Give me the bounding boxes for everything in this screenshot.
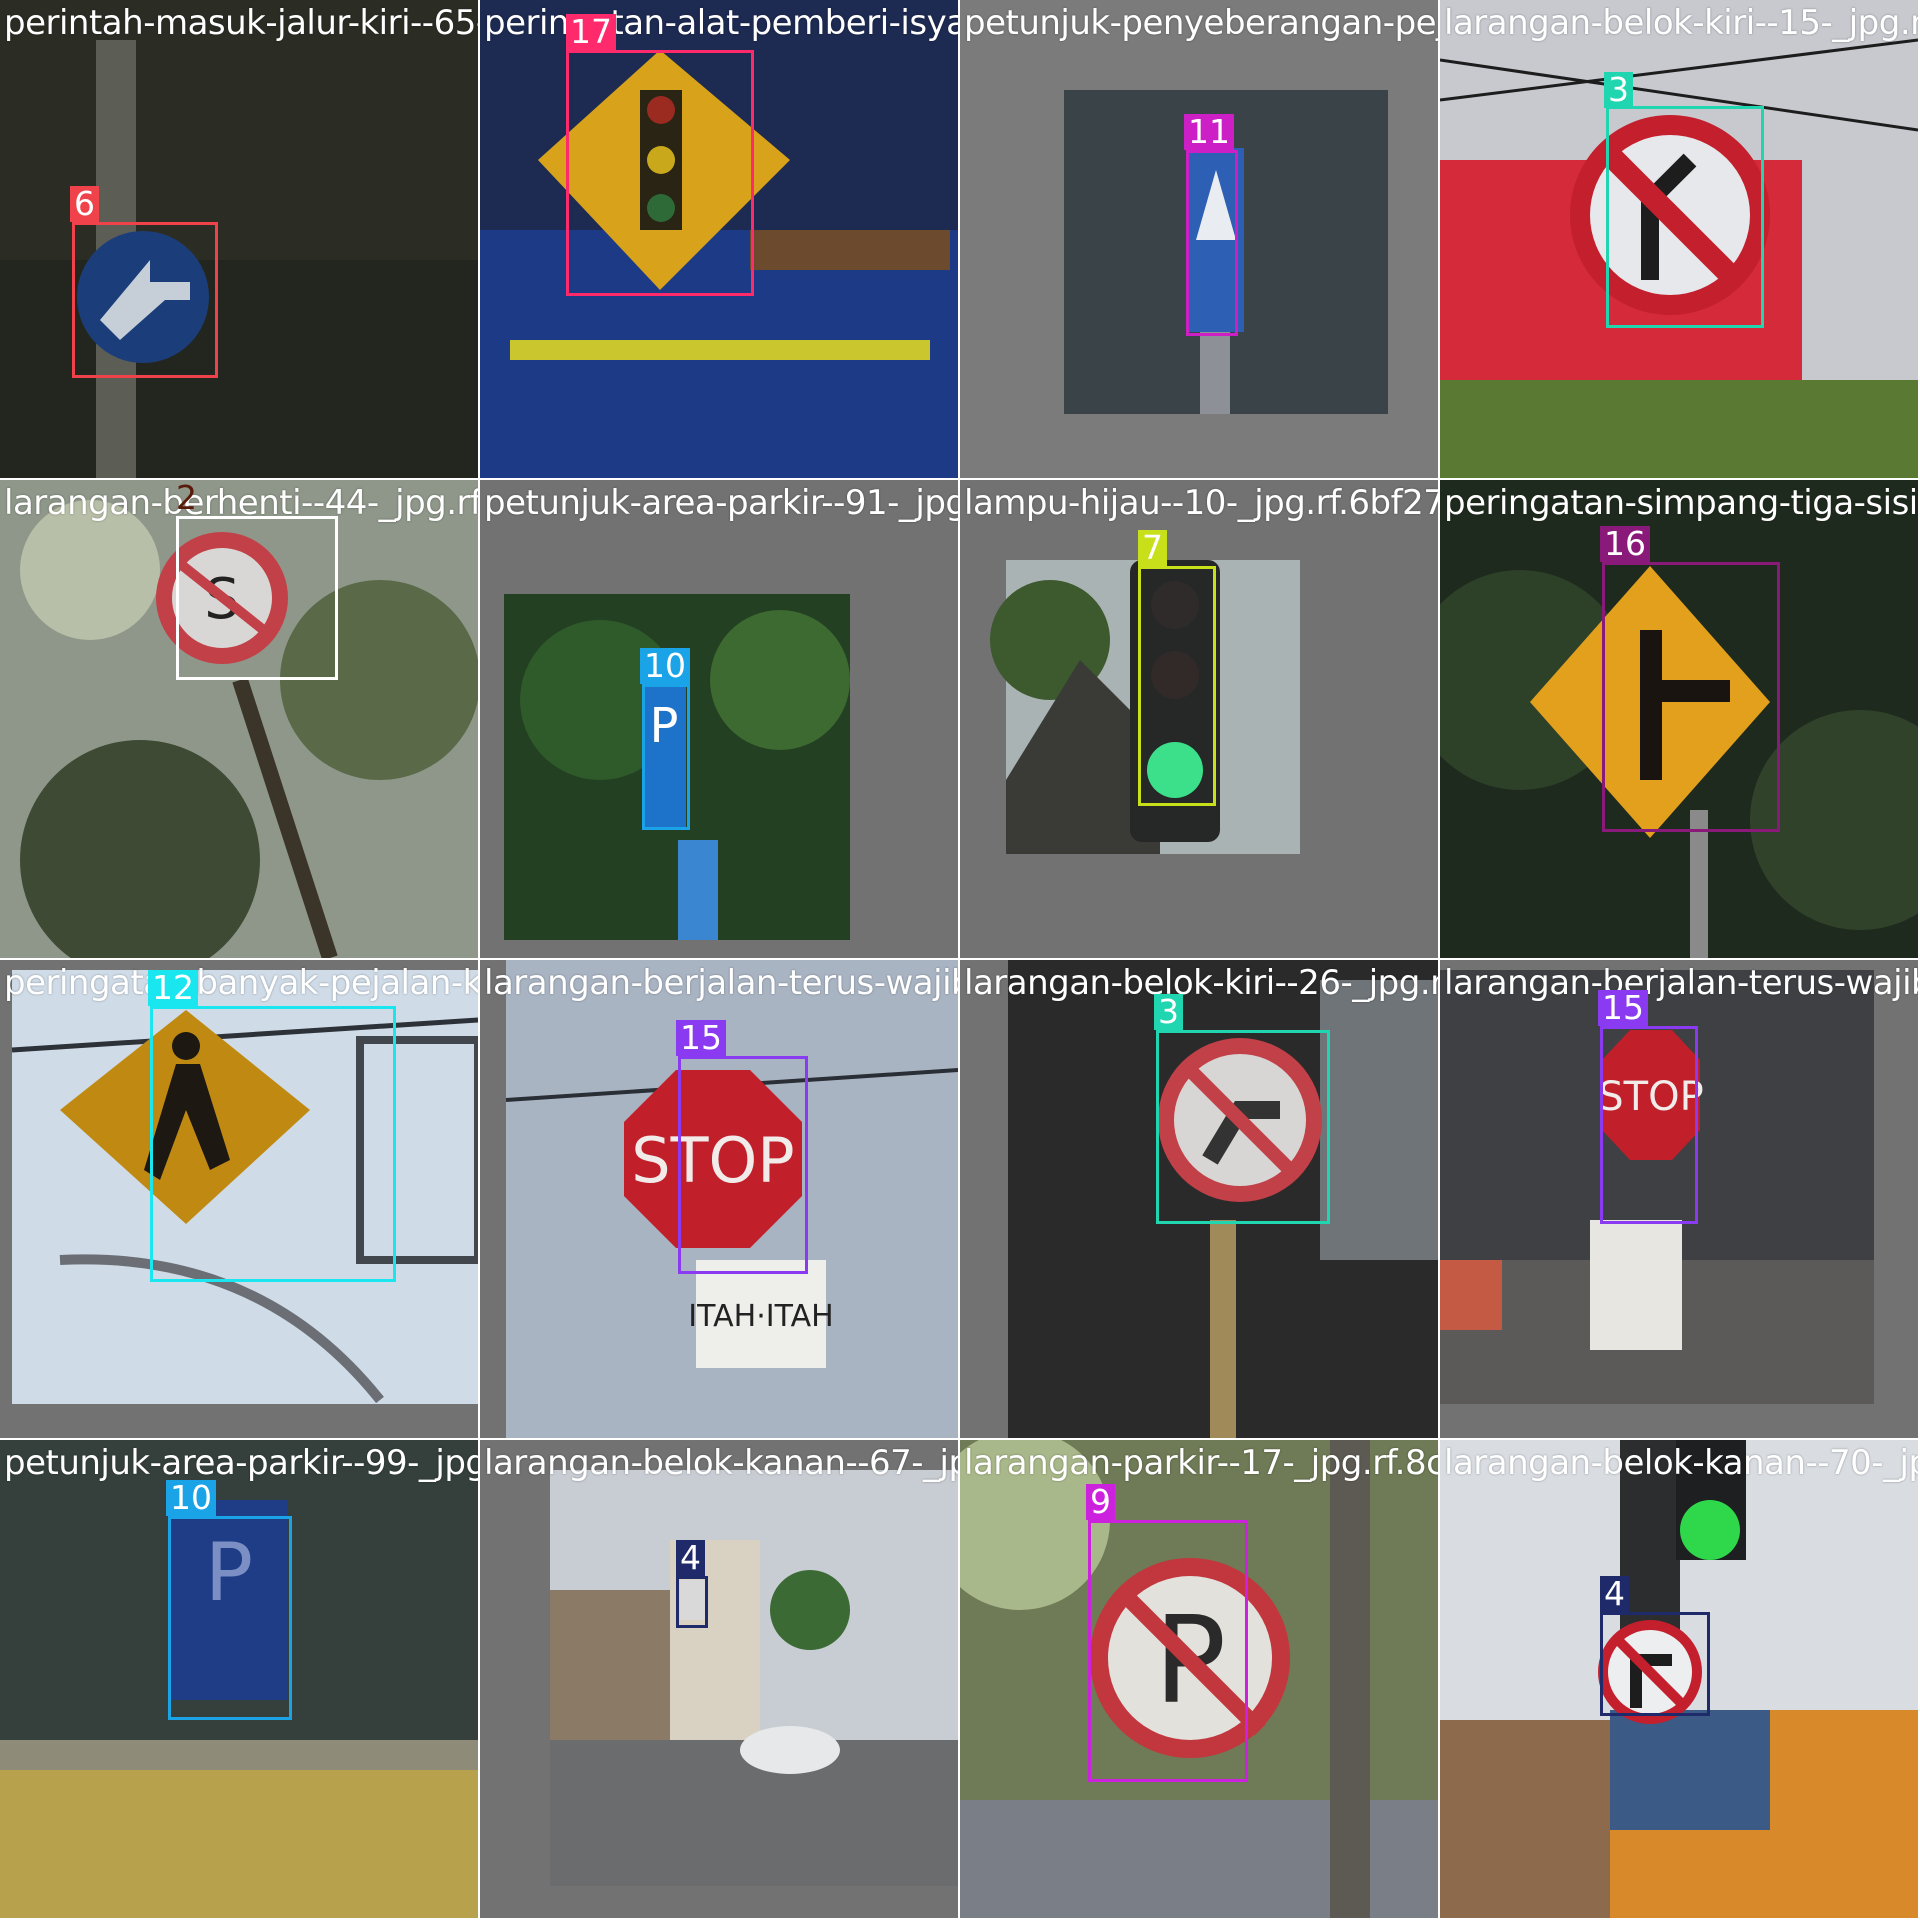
bounding-box xyxy=(566,50,754,296)
tile-larangan-parkir: P larangan-parkir--17-_jpg.rf.8c3c61158b… xyxy=(960,1440,1438,1918)
class-label: 4 xyxy=(1600,1576,1629,1612)
tile-filename: lampu-hijau--10-_jpg.rf.6bf274533d5fe2e6 xyxy=(964,483,1438,523)
class-label: 11 xyxy=(1184,114,1234,150)
bounding-box xyxy=(150,1006,396,1282)
tile-larangan-berhenti: S larangan-berhenti--44-_jpg.rf.37f0c3b1… xyxy=(0,480,478,958)
class-label: 10 xyxy=(166,1480,216,1516)
class-label: 3 xyxy=(1604,72,1633,108)
class-label: 17 xyxy=(566,14,616,50)
bounding-box xyxy=(1156,1030,1330,1224)
bounding-box xyxy=(72,222,218,378)
class-label: 9 xyxy=(1086,1484,1115,1520)
class-label: 16 xyxy=(1600,526,1650,562)
scene-image xyxy=(0,0,478,478)
tile-larangan-belok-kiri-15: larangan-belok-kiri--15-_jpg.rf. 3 xyxy=(1440,0,1918,478)
scene-image xyxy=(0,960,478,1438)
tile-filename: peringatan-alat-pemberi-isyarat-lalu-lin… xyxy=(484,3,958,43)
tile-larangan-belok-kiri-26: larangan-belok-kiri--26-_jpg.rf.1a84c72 … xyxy=(960,960,1438,1438)
tile-filename: larangan-parkir--17-_jpg.rf.8c3c61158b xyxy=(964,1443,1438,1483)
tile-petunjuk-penyeberangan: petunjuk-penyeberangan-pejalan-kaki-63_j… xyxy=(960,0,1438,478)
tile-filename: larangan-berhenti--44-_jpg.rf.37f0c3b199 xyxy=(4,483,478,523)
scene-image xyxy=(960,480,1438,958)
stop-sign-icon xyxy=(1602,1030,1700,1160)
pedestrians-warning-sign-icon xyxy=(60,1010,310,1224)
class-label: 2 xyxy=(176,480,197,517)
parking-sign-icon xyxy=(642,680,686,830)
bounding-box xyxy=(678,1056,808,1274)
class-label: 12 xyxy=(148,970,198,1006)
bounding-box xyxy=(176,516,338,680)
scene-image: STOP xyxy=(1440,960,1918,1438)
tile-petunjuk-area-parkir-99: P petunjuk-area-parkir--99-_jpg.rf.6cd57… xyxy=(0,1440,478,1918)
tile-filename: petunjuk-penyeberangan-pejalan-kaki-63_j… xyxy=(964,3,1438,43)
bounding-box xyxy=(676,1576,708,1628)
tile-filename: petunjuk-area-parkir--91-_jpg.rf.7187713… xyxy=(484,483,958,523)
bounding-box xyxy=(1602,562,1780,832)
no-right-turn-sign-icon xyxy=(680,1580,706,1620)
tile-filename: larangan-belok-kanan--70-_jpg.rf. xyxy=(1444,1443,1918,1483)
bounding-box xyxy=(1088,1520,1248,1782)
tile-filename: perintah-masuk-jalur-kiri--65-_jpg.rf. xyxy=(4,3,478,43)
scene-image: P xyxy=(0,1440,478,1918)
bounding-box xyxy=(168,1516,292,1720)
tile-filename: peringatan-simpang-tiga-sisi-kanan xyxy=(1444,483,1918,523)
tile-larangan-belok-kanan-70: larangan-belok-kanan--70-_jpg.rf. 4 xyxy=(1440,1440,1918,1918)
scene-image: P xyxy=(480,480,958,958)
tile-petunjuk-area-parkir-91: P petunjuk-area-parkir--91-_jpg.rf.71877… xyxy=(480,480,958,958)
scene-image: P xyxy=(960,1440,1438,1918)
scene-image xyxy=(480,0,958,478)
scene-image xyxy=(960,960,1438,1438)
svg-text:P: P xyxy=(205,1526,253,1619)
scene-image xyxy=(1440,1440,1918,1918)
tile-filename: larangan-belok-kanan--67-_jpg.rf.d28a3c xyxy=(484,1443,958,1483)
tile-peringatan-simpang-tiga: peringatan-simpang-tiga-sisi-kanan 16 xyxy=(1440,480,1918,958)
svg-text:ITAH·ITAH: ITAH·ITAH xyxy=(688,1299,833,1334)
scene-image xyxy=(1440,0,1918,478)
tile-larangan-belok-kanan-67: larangan-belok-kanan--67-_jpg.rf.d28a3c … xyxy=(480,1440,958,1918)
tile-peringatan-alat-pemberi-isyarat: peringatan-alat-pemberi-isyarat-lalu-lin… xyxy=(480,0,958,478)
green-traffic-light-icon xyxy=(1680,1500,1740,1560)
bounding-box xyxy=(1138,566,1216,806)
bounding-box xyxy=(1600,1612,1710,1716)
bounding-box xyxy=(1600,1026,1698,1224)
bounding-box xyxy=(1606,106,1764,328)
tile-lampu-hijau: lampu-hijau--10-_jpg.rf.6bf274533d5fe2e6… xyxy=(960,480,1438,958)
bounding-box xyxy=(642,684,690,830)
tile-perintah-masuk-jalur-kiri: perintah-masuk-jalur-kiri--65-_jpg.rf. 6 xyxy=(0,0,478,478)
scene-image: S xyxy=(0,480,478,958)
parking-sign-icon xyxy=(170,1500,288,1700)
tile-peringatan-banyak-pejalan-kaki: peringatan-banyak-pejalan-kaki 12 xyxy=(0,960,478,1438)
class-label: 6 xyxy=(70,186,99,222)
scene-image xyxy=(960,0,1438,478)
svg-text:P: P xyxy=(650,698,679,754)
tile-filename: larangan-berjalan-terus-wajib-berhenti xyxy=(484,963,958,1003)
tile-filename: larangan-belok-kiri--15-_jpg.rf. xyxy=(1444,3,1918,43)
svg-text:STOP: STOP xyxy=(631,1124,794,1197)
stop-sign-icon xyxy=(624,1070,802,1248)
svg-text:STOP: STOP xyxy=(1598,1074,1703,1120)
tile-filename: petunjuk-area-parkir--99-_jpg.rf.6cd57b xyxy=(4,1443,478,1483)
tile-larangan-berjalan-terus: STOP ITAH·ITAH larangan-berjalan-terus-w… xyxy=(480,960,958,1438)
scene-image xyxy=(480,1440,958,1918)
class-label: 10 xyxy=(640,648,690,684)
class-label: 3 xyxy=(1154,994,1183,1030)
tile-filename: peringatan-banyak-pejalan-kaki xyxy=(4,963,478,1003)
tile-filename: larangan-berjalan-terus-wajib xyxy=(1444,963,1918,1003)
class-label: 15 xyxy=(676,1020,726,1056)
class-label: 4 xyxy=(676,1540,705,1576)
tile-larangan-berjalan-terus-wajib: STOP larangan-berjalan-terus-wajib 15 xyxy=(1440,960,1918,1438)
class-label: 7 xyxy=(1138,530,1167,566)
class-label: 15 xyxy=(1598,990,1648,1026)
bounding-box xyxy=(1186,150,1238,336)
tile-filename: larangan-belok-kiri--26-_jpg.rf.1a84c72 xyxy=(964,963,1438,1003)
scene-image xyxy=(1440,480,1918,958)
